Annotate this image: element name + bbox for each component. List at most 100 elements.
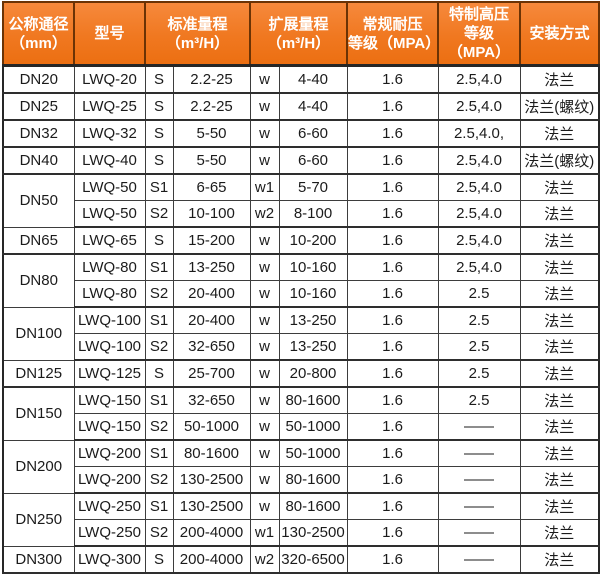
cell-std-range: 15-200	[172, 226, 251, 255]
cell-ext-code: w	[249, 466, 280, 494]
cell-ext-code: w	[249, 226, 280, 255]
cell-regular-mpa: 1.6	[346, 146, 439, 175]
cell-std-code: S2	[144, 519, 174, 547]
cell-ext-range: 80-1600	[278, 492, 348, 520]
cell-ext-code: w	[249, 92, 280, 121]
table-row: DN100 LWQ-100 S1 20-400 w 13-250 1.6 2.5 法兰	[2, 306, 600, 361]
table-header-row: 公称通径 （mm） 型号 标准量程 （m³/H） 扩展量程 （m³/H） 常规耐…	[2, 1, 600, 67]
cell-model: LWQ-65	[73, 226, 146, 255]
cell-dn: DN25	[2, 92, 75, 121]
cell-std-range: 10-100	[172, 200, 251, 228]
cell-model: LWQ-50	[73, 173, 146, 201]
cell-ext-code: w	[249, 333, 280, 361]
col-header-install-method: 安装方式	[519, 1, 600, 67]
cell-regular-mpa: 1.6	[346, 306, 439, 334]
cell-regular-mpa: 1.6	[346, 466, 439, 494]
cell-std-range: 50-1000	[172, 413, 251, 441]
cell-std-code: S1	[144, 386, 174, 414]
cell-special-mpa: 2.5	[437, 386, 521, 414]
cell-ext-code: w	[249, 492, 280, 520]
cell-install: 法兰	[519, 173, 600, 201]
table-row: DN20 LWQ-20 S 2.2-25 w 4-40 1.6 2.5,4.0 法兰	[2, 65, 600, 94]
cell-ext-range: 10-200	[278, 226, 348, 255]
cell-special-mpa: 2.5,4.0	[437, 226, 521, 255]
cell-ext-code: w	[249, 253, 280, 281]
cell-dn: DN150	[2, 386, 75, 441]
cell-std-range: 20-400	[172, 306, 251, 334]
cell-ext-range: 80-1600	[278, 386, 348, 414]
cell-regular-mpa: 1.6	[346, 439, 439, 467]
cell-install: 法兰	[519, 65, 600, 94]
cell-std-code: S2	[144, 466, 174, 494]
cell-ext-range: 10-160	[278, 253, 348, 281]
cell-std-range: 5-50	[172, 146, 251, 175]
cell-special-mpa: 2.5,4.0,	[437, 119, 521, 148]
cell-regular-mpa: 1.6	[346, 280, 439, 308]
table-row: DN125 LWQ-125 S 25-700 w 20-800 1.6 2.5 法兰	[2, 359, 600, 388]
cell-ext-range: 10-160	[278, 280, 348, 308]
cell-dn: DN20	[2, 65, 75, 94]
cell-special-mpa: 2.5,4.0	[437, 65, 521, 94]
cell-install: 法兰	[519, 200, 600, 228]
cell-install: 法兰	[519, 466, 600, 494]
cell-install: 法兰	[519, 545, 600, 574]
cell-special-mpa: 2.5	[437, 333, 521, 361]
cell-ext-range: 13-250	[278, 306, 348, 334]
cell-install: 法兰	[519, 333, 600, 361]
table-row: DN65 LWQ-65 S 15-200 w 10-200 1.6 2.5,4.0 法兰	[2, 226, 600, 255]
table-row: LWQ-100 S2 32-650 w 13-250 1.6 2.5 法兰	[3, 333, 600, 361]
cell-special-mpa: 2.5	[437, 359, 521, 388]
cell-std-range: 80-1600	[172, 439, 251, 467]
cell-std-code: S	[144, 226, 174, 255]
cell-regular-mpa: 1.6	[346, 119, 439, 148]
cell-std-code: S1	[144, 439, 174, 467]
cell-dn: DN50	[2, 173, 75, 228]
cell-special-mpa: ——	[437, 413, 521, 441]
col-header-regular-pressure: 常规耐压 等级（MPA）	[346, 1, 440, 67]
cell-ext-code: w	[249, 413, 280, 441]
cell-special-mpa: 2.5,4.0	[437, 253, 521, 281]
cell-install: 法兰	[519, 306, 600, 334]
table-row: DN50 LWQ-50 S1 6-65 w1 5-70 1.6 2.5,4.0 法兰	[2, 173, 600, 228]
cell-special-mpa: ——	[437, 439, 521, 467]
col-header-nominal-diameter: 公称通径 （mm）	[2, 1, 75, 67]
cell-install: 法兰(螺纹)	[519, 92, 600, 121]
cell-std-range: 2.2-25	[172, 65, 251, 94]
cell-install: 法兰	[519, 492, 600, 520]
cell-ext-code: w2	[249, 545, 280, 574]
cell-std-code: S1	[144, 306, 174, 334]
cell-dn: DN300	[2, 545, 75, 574]
cell-install: 法兰	[519, 359, 600, 388]
cell-ext-code: w1	[249, 173, 280, 201]
cell-model: LWQ-150	[73, 386, 146, 414]
cell-install: 法兰	[519, 519, 600, 547]
cell-regular-mpa: 1.6	[346, 200, 439, 228]
cell-dn: DN200	[2, 439, 75, 494]
cell-regular-mpa: 1.6	[346, 226, 439, 255]
col-header-special-pressure: 特制高压 等级（MPA）	[437, 1, 521, 67]
cell-model: LWQ-200	[73, 466, 146, 494]
cell-ext-range: 20-800	[278, 359, 348, 388]
cell-model: LWQ-100	[73, 306, 146, 334]
table-row: DN40 LWQ-40 S 5-50 w 6-60 1.6 2.5,4.0 法兰(螺纹)	[2, 146, 600, 175]
table-row: LWQ-200 S2 130-2500 w 80-1600 1.6 —— 法兰	[3, 466, 600, 494]
cell-ext-code: w	[249, 306, 280, 334]
cell-dn: DN125	[2, 359, 75, 388]
cell-model: LWQ-50	[73, 200, 146, 228]
cell-model: LWQ-80	[73, 253, 146, 281]
cell-regular-mpa: 1.6	[346, 253, 439, 281]
cell-dn: DN40	[2, 146, 75, 175]
cell-std-range: 2.2-25	[172, 92, 251, 121]
cell-ext-code: w	[249, 65, 280, 94]
cell-std-code: S	[144, 359, 174, 388]
table-row: LWQ-250 S2 200-4000 w1 130-2500 1.6 —— 法兰	[3, 519, 600, 547]
cell-special-mpa: ——	[437, 545, 521, 574]
cell-std-range: 20-400	[172, 280, 251, 308]
cell-std-code: S1	[144, 492, 174, 520]
table-row: DN200 LWQ-200 S1 80-1600 w 50-1000 1.6 —— 法兰	[2, 439, 600, 494]
cell-std-range: 130-2500	[172, 466, 251, 494]
cell-special-mpa: 2.5	[437, 306, 521, 334]
cell-model: LWQ-200	[73, 439, 146, 467]
